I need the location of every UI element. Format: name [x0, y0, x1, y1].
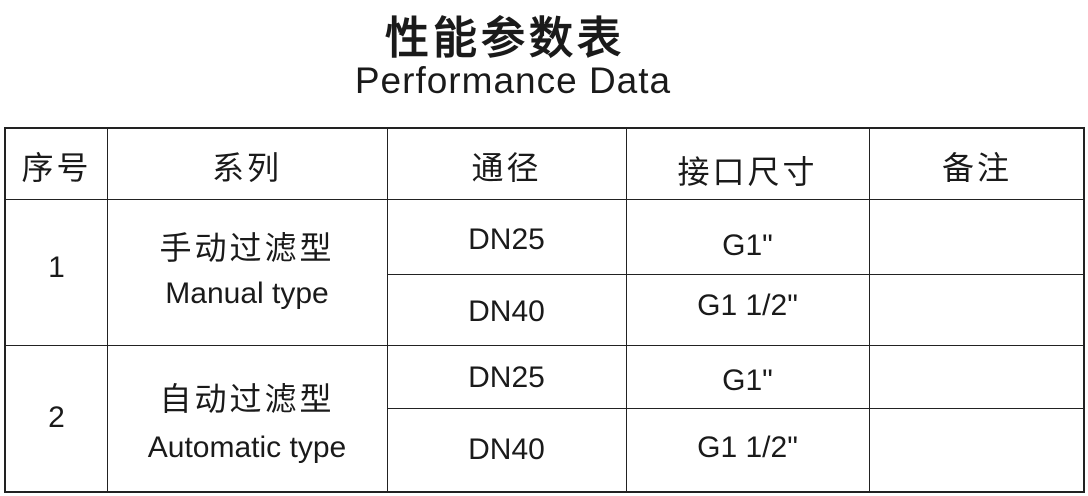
series-cn: 自动过滤型: [159, 381, 335, 417]
diameter: DN25: [468, 361, 545, 394]
column-divider: [387, 129, 388, 491]
header-diameter: 通径: [471, 150, 542, 186]
column-divider: [626, 129, 627, 491]
column-divider: [107, 129, 108, 491]
diameter: DN40: [468, 295, 545, 328]
header-no: 序号: [21, 150, 92, 186]
connection-size: G1 1/2": [697, 289, 798, 322]
performance-table: 序号 系列 通径 接口尺寸 备注 1 手动过滤型 Manual type DN2…: [4, 127, 1085, 493]
series-cn: 手动过滤型: [159, 230, 335, 266]
series-en: Automatic type: [147, 431, 347, 464]
row-number: 2: [48, 401, 65, 434]
row-divider: [387, 408, 1083, 409]
row-divider: [387, 274, 1083, 275]
header-series: 系列: [211, 150, 282, 186]
series-en: Manual type: [165, 277, 329, 310]
header-connection-size: 接口尺寸: [677, 154, 818, 190]
connection-size: G1": [722, 229, 773, 262]
row-divider: [6, 345, 1083, 346]
header-remarks: 备注: [941, 150, 1012, 186]
connection-size: G1 1/2": [697, 431, 798, 464]
column-divider: [869, 129, 870, 491]
page-title: 性能参数表: [385, 14, 625, 63]
row-number: 1: [48, 251, 65, 284]
connection-size: G1": [722, 364, 773, 397]
diameter: DN25: [468, 223, 545, 256]
row-divider: [6, 199, 1083, 200]
diameter: DN40: [468, 433, 545, 466]
page-subtitle: Performance Data: [354, 60, 672, 101]
